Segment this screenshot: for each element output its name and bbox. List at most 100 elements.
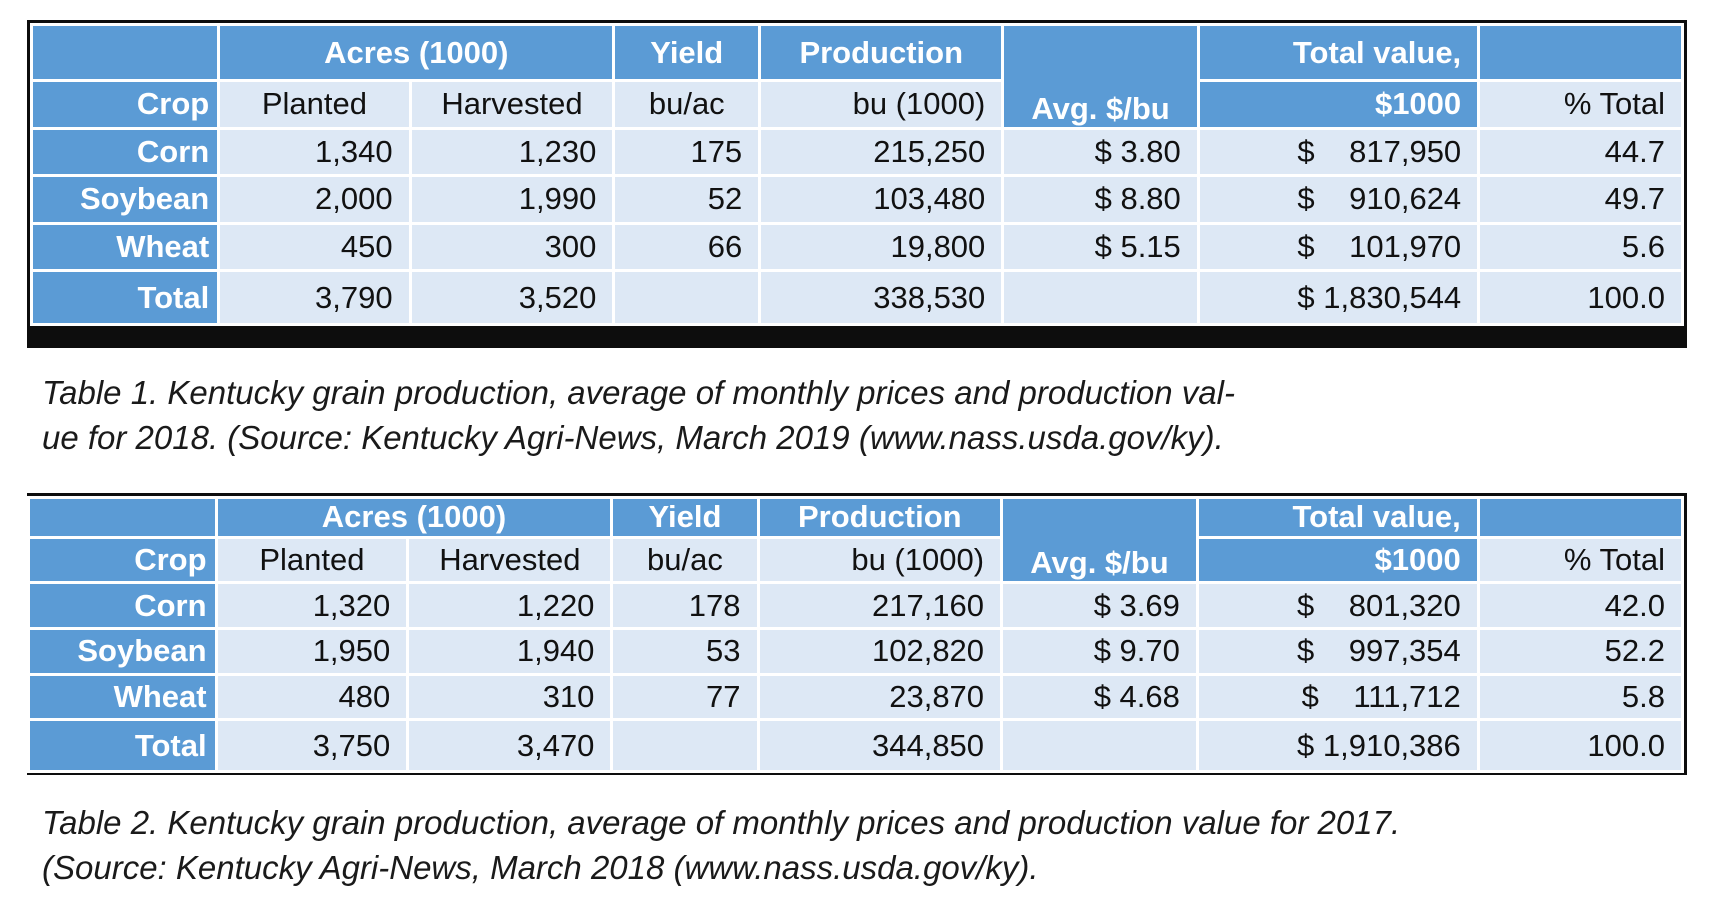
header-bu-ac: bu/ac bbox=[613, 538, 757, 582]
total-row: Total 3,790 3,520 338,530 $ 1,830,544 10… bbox=[33, 272, 1681, 323]
header-blank bbox=[30, 499, 215, 536]
header-acres: Acres (1000) bbox=[217, 499, 611, 536]
header-harvested: Harvested bbox=[409, 538, 611, 582]
cell-avg-price: $ 8.80 bbox=[1004, 177, 1197, 222]
header-blank-right bbox=[1480, 26, 1681, 79]
header-bu-1000: bu (1000) bbox=[761, 82, 1002, 127]
header-production: Production bbox=[759, 499, 1001, 536]
table-row: Corn 1,320 1,220 178 217,160 $ 3.69 $ 80… bbox=[30, 584, 1681, 627]
cell-production: 102,820 bbox=[759, 629, 1001, 673]
caption-line: Table 1. Kentucky grain production, aver… bbox=[42, 374, 1235, 411]
cell-planted: 2,000 bbox=[220, 177, 409, 222]
cell-pct: 5.6 bbox=[1480, 224, 1681, 270]
header-total-value-line1: Total value, bbox=[1198, 499, 1477, 536]
total-avg-price bbox=[1004, 272, 1197, 323]
cell-pct: 49.7 bbox=[1480, 177, 1681, 222]
header-bu-1000: bu (1000) bbox=[759, 538, 1001, 582]
header-crop: Crop bbox=[33, 82, 218, 127]
header-acres: Acres (1000) bbox=[220, 26, 613, 79]
row-crop: Wheat bbox=[30, 675, 215, 719]
cell-avg-price: $ 4.68 bbox=[1003, 675, 1196, 719]
header-planted: Planted bbox=[217, 538, 407, 582]
cell-avg-price: $ 5.15 bbox=[1004, 224, 1197, 270]
total-label: Total bbox=[33, 272, 218, 323]
header-total-value-line2: $1000 bbox=[1198, 538, 1477, 582]
table-2018: Acres (1000) Yield Production Avg. $/bu … bbox=[27, 20, 1687, 348]
table-row: Soybean 1,950 1,940 53 102,820 $ 9.70 $ … bbox=[30, 629, 1681, 673]
header-total-value-line1: Total value, bbox=[1199, 26, 1478, 79]
header-planted: Planted bbox=[220, 82, 409, 127]
header-sub-row: Crop Planted Harvested bu/ac bu (1000) $… bbox=[33, 82, 1681, 127]
header-yield: Yield bbox=[613, 499, 757, 536]
table-2-caption: Table 2. Kentucky grain production, aver… bbox=[42, 800, 1682, 890]
row-crop: Wheat bbox=[33, 224, 218, 270]
cell-total-value: $ 101,970 bbox=[1199, 224, 1478, 270]
total-harvested: 3,470 bbox=[409, 721, 611, 770]
row-crop: Soybean bbox=[30, 629, 215, 673]
total-value: $ 1,910,386 bbox=[1198, 721, 1477, 770]
row-crop: Corn bbox=[30, 584, 215, 627]
header-total-value-line2: $1000 bbox=[1199, 82, 1478, 127]
cell-yield: 178 bbox=[613, 584, 757, 627]
row-crop: Soybean bbox=[33, 177, 218, 222]
cell-harvested: 1,220 bbox=[409, 584, 611, 627]
cell-production: 23,870 bbox=[759, 675, 1001, 719]
cell-total-value: $ 111,712 bbox=[1198, 675, 1477, 719]
caption-line: ue for 2018. (Source: Kentucky Agri-News… bbox=[42, 419, 1224, 456]
header-yield: Yield bbox=[615, 26, 759, 79]
header-pct-total: % Total bbox=[1479, 538, 1681, 582]
cell-yield: 77 bbox=[613, 675, 757, 719]
cell-planted: 1,320 bbox=[217, 584, 407, 627]
cell-total-value: $ 817,950 bbox=[1199, 129, 1478, 175]
header-blank bbox=[33, 26, 218, 79]
cell-harvested: 1,940 bbox=[409, 629, 611, 673]
cell-yield: 52 bbox=[615, 177, 759, 222]
header-harvested: Harvested bbox=[411, 82, 613, 127]
cell-total-value: $ 801,320 bbox=[1198, 584, 1477, 627]
cell-total-value: $ 997,354 bbox=[1198, 629, 1477, 673]
header-group-row: Acres (1000) Yield Production Avg. $/bu … bbox=[33, 26, 1681, 127]
cell-pct: 52.2 bbox=[1479, 629, 1681, 673]
header-pct-total: % Total bbox=[1480, 82, 1681, 127]
cell-harvested: 1,230 bbox=[411, 129, 613, 175]
caption-line: Table 2. Kentucky grain production, aver… bbox=[42, 804, 1401, 841]
table-row: Wheat 480 310 77 23,870 $ 4.68 $ 111,712… bbox=[30, 675, 1681, 719]
cell-production: 217,160 bbox=[759, 584, 1001, 627]
header-crop: Crop bbox=[30, 538, 215, 582]
header-group-row: Acres (1000) Yield Production Avg. $/bu … bbox=[30, 499, 1681, 582]
header-blank-right bbox=[1479, 499, 1681, 536]
cell-yield: 66 bbox=[615, 224, 759, 270]
cell-avg-price: $ 3.69 bbox=[1003, 584, 1196, 627]
cell-yield: 53 bbox=[613, 629, 757, 673]
header-production: Production bbox=[761, 26, 1002, 79]
cell-planted: 1,340 bbox=[220, 129, 409, 175]
cell-production: 215,250 bbox=[761, 129, 1002, 175]
cell-pct: 42.0 bbox=[1479, 584, 1681, 627]
grain-table: Acres (1000) Yield Production Avg. $/bu … bbox=[30, 23, 1684, 326]
cell-harvested: 300 bbox=[411, 224, 613, 270]
row-crop: Corn bbox=[33, 129, 218, 175]
cell-avg-price: $ 3.80 bbox=[1004, 129, 1197, 175]
total-planted: 3,790 bbox=[220, 272, 409, 323]
total-value: $ 1,830,544 bbox=[1199, 272, 1478, 323]
caption-line: (Source: Kentucky Agri-News, March 2018 … bbox=[42, 849, 1039, 886]
grain-table: Acres (1000) Yield Production Avg. $/bu … bbox=[27, 496, 1684, 773]
total-pct: 100.0 bbox=[1479, 721, 1681, 770]
cell-production: 19,800 bbox=[761, 224, 1002, 270]
cell-pct: 5.8 bbox=[1479, 675, 1681, 719]
cell-harvested: 310 bbox=[409, 675, 611, 719]
total-production: 344,850 bbox=[759, 721, 1001, 770]
cell-yield: 175 bbox=[615, 129, 759, 175]
header-bu-ac: bu/ac bbox=[615, 82, 759, 127]
cell-planted: 1,950 bbox=[217, 629, 407, 673]
cell-planted: 450 bbox=[220, 224, 409, 270]
header-avg-price: Avg. $/bu bbox=[1004, 26, 1197, 127]
total-yield bbox=[615, 272, 759, 323]
table-row: Corn 1,340 1,230 175 215,250 $ 3.80 $ 81… bbox=[33, 129, 1681, 175]
total-label: Total bbox=[30, 721, 215, 770]
header-sub-row: Crop Planted Harvested bu/ac bu (1000) $… bbox=[30, 538, 1681, 582]
cell-pct: 44.7 bbox=[1480, 129, 1681, 175]
cell-harvested: 1,990 bbox=[411, 177, 613, 222]
cell-planted: 480 bbox=[217, 675, 407, 719]
total-production: 338,530 bbox=[761, 272, 1002, 323]
